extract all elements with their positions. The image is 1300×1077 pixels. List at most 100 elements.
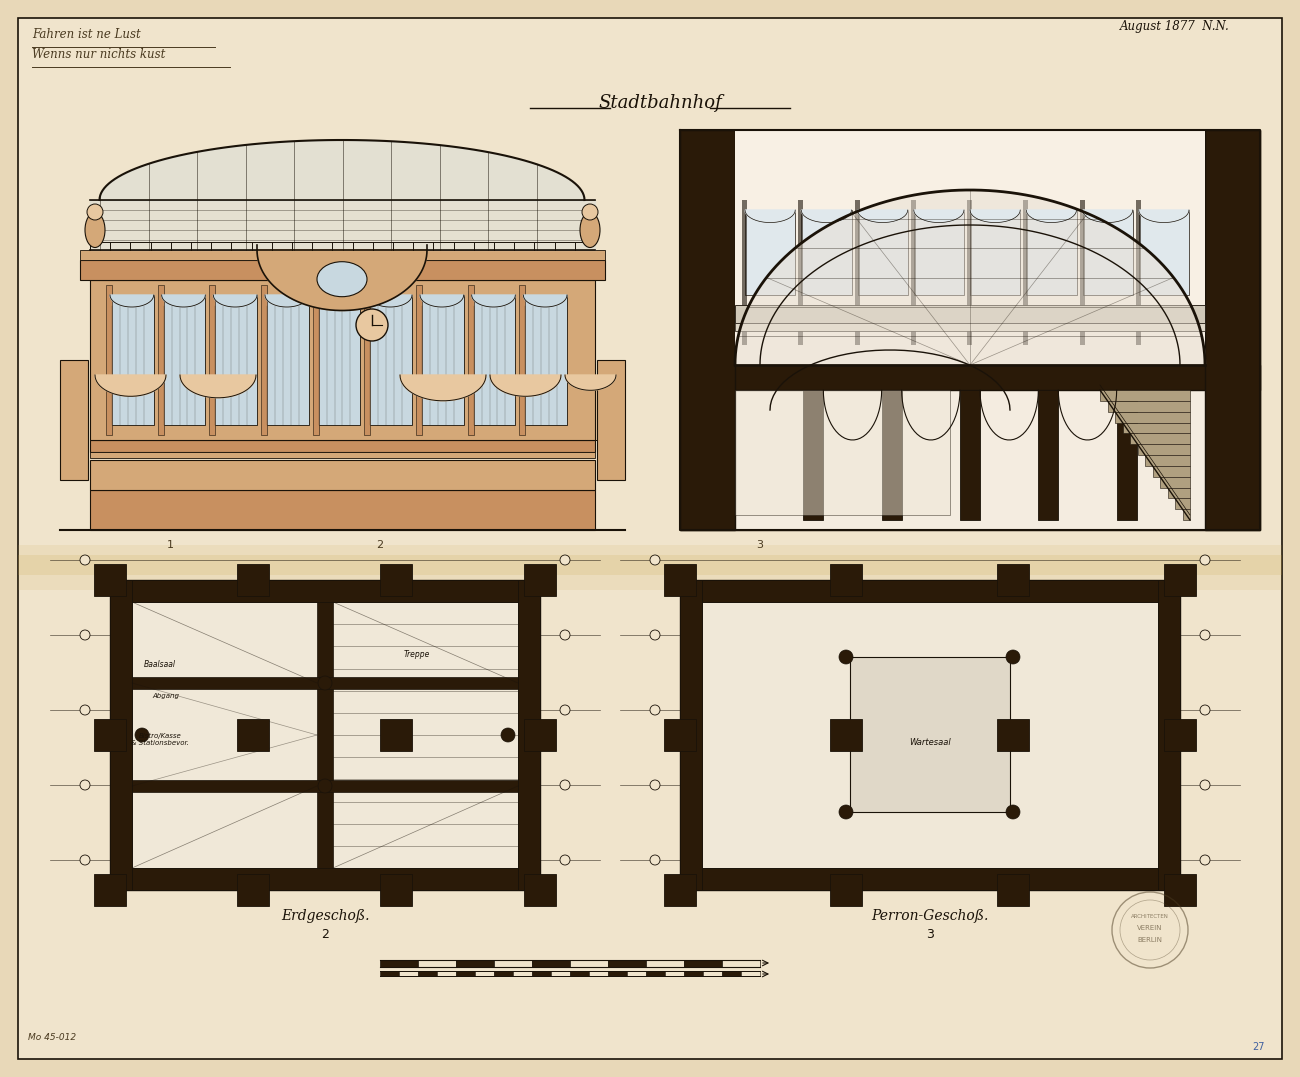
Ellipse shape <box>84 212 105 248</box>
Bar <box>680 581 1180 602</box>
Circle shape <box>1200 630 1210 640</box>
Circle shape <box>1200 855 1210 865</box>
Bar <box>1026 210 1076 295</box>
Text: Wenns nur nichts kust: Wenns nur nichts kust <box>32 48 165 61</box>
Bar <box>680 130 1260 530</box>
Text: Perron-Geschoß.: Perron-Geschoß. <box>871 909 989 923</box>
Circle shape <box>1200 780 1210 791</box>
Bar <box>60 130 625 530</box>
Bar <box>111 868 540 890</box>
Bar <box>680 365 1260 390</box>
Text: Wartesaal: Wartesaal <box>909 738 950 747</box>
Bar <box>380 971 399 976</box>
Bar <box>734 390 950 515</box>
Bar <box>380 564 412 596</box>
Bar <box>94 564 126 596</box>
Bar <box>664 719 696 751</box>
Bar <box>380 960 419 967</box>
Ellipse shape <box>317 262 367 296</box>
Bar <box>111 581 540 602</box>
Bar <box>608 960 646 967</box>
Circle shape <box>582 204 598 220</box>
Bar <box>829 564 862 596</box>
Bar <box>237 719 269 751</box>
Bar <box>419 960 456 967</box>
Bar <box>627 971 646 976</box>
Bar <box>18 555 1282 575</box>
Bar <box>829 875 862 906</box>
Bar <box>270 370 360 440</box>
Bar <box>468 285 473 435</box>
Bar <box>519 285 525 435</box>
Circle shape <box>81 630 90 640</box>
Bar <box>213 295 257 425</box>
Bar <box>1167 488 1190 499</box>
Text: BERLIN: BERLIN <box>1138 937 1162 943</box>
Bar <box>1130 433 1190 444</box>
Bar <box>332 375 354 435</box>
Bar <box>111 581 133 890</box>
Circle shape <box>650 855 660 865</box>
Bar <box>303 375 325 435</box>
Bar <box>60 360 88 480</box>
Text: Baalsaal: Baalsaal <box>144 660 176 669</box>
Bar <box>734 323 1205 331</box>
Bar <box>551 971 569 976</box>
Bar <box>589 971 608 976</box>
Polygon shape <box>161 295 205 307</box>
Bar <box>1160 477 1190 488</box>
Polygon shape <box>265 295 308 307</box>
Bar <box>914 210 965 295</box>
Bar <box>133 677 517 689</box>
Bar <box>317 295 360 425</box>
Polygon shape <box>317 295 360 307</box>
Bar <box>474 971 494 976</box>
Bar <box>684 971 703 976</box>
Bar <box>368 295 412 425</box>
Bar <box>94 875 126 906</box>
Bar <box>1136 200 1141 345</box>
Polygon shape <box>914 210 965 223</box>
Circle shape <box>650 555 660 565</box>
Bar <box>967 200 972 345</box>
Bar <box>680 130 734 530</box>
Bar <box>400 375 486 440</box>
Circle shape <box>650 705 660 715</box>
Bar <box>494 960 532 967</box>
Text: Erdgeschoß.: Erdgeschoß. <box>281 909 369 923</box>
Circle shape <box>650 630 660 640</box>
Bar <box>313 285 318 435</box>
Bar <box>664 564 696 596</box>
Bar <box>524 564 556 596</box>
Bar <box>680 581 702 890</box>
Polygon shape <box>566 375 616 390</box>
Bar <box>90 280 595 440</box>
Bar <box>741 971 760 976</box>
Bar <box>1039 390 1058 520</box>
Bar <box>608 971 627 976</box>
Bar <box>209 285 216 435</box>
Text: Treppe: Treppe <box>404 651 430 659</box>
Polygon shape <box>1026 210 1076 223</box>
Bar <box>18 545 1282 590</box>
Bar <box>107 285 112 435</box>
Bar <box>801 210 852 295</box>
Bar <box>265 295 308 425</box>
Bar <box>380 875 412 906</box>
Bar <box>261 285 266 435</box>
Bar <box>90 440 595 452</box>
Bar <box>517 581 539 890</box>
Bar <box>111 581 540 890</box>
Polygon shape <box>472 295 515 307</box>
Bar <box>569 960 608 967</box>
Polygon shape <box>745 210 796 223</box>
Polygon shape <box>490 375 562 396</box>
Ellipse shape <box>580 212 601 248</box>
Bar <box>364 285 370 435</box>
Circle shape <box>838 805 853 819</box>
Text: Stadtbahnhof: Stadtbahnhof <box>598 94 722 112</box>
Circle shape <box>1006 805 1021 819</box>
Text: Fahren ist ne Lust: Fahren ist ne Lust <box>32 28 140 41</box>
Bar <box>1108 401 1190 411</box>
Bar <box>742 200 748 345</box>
